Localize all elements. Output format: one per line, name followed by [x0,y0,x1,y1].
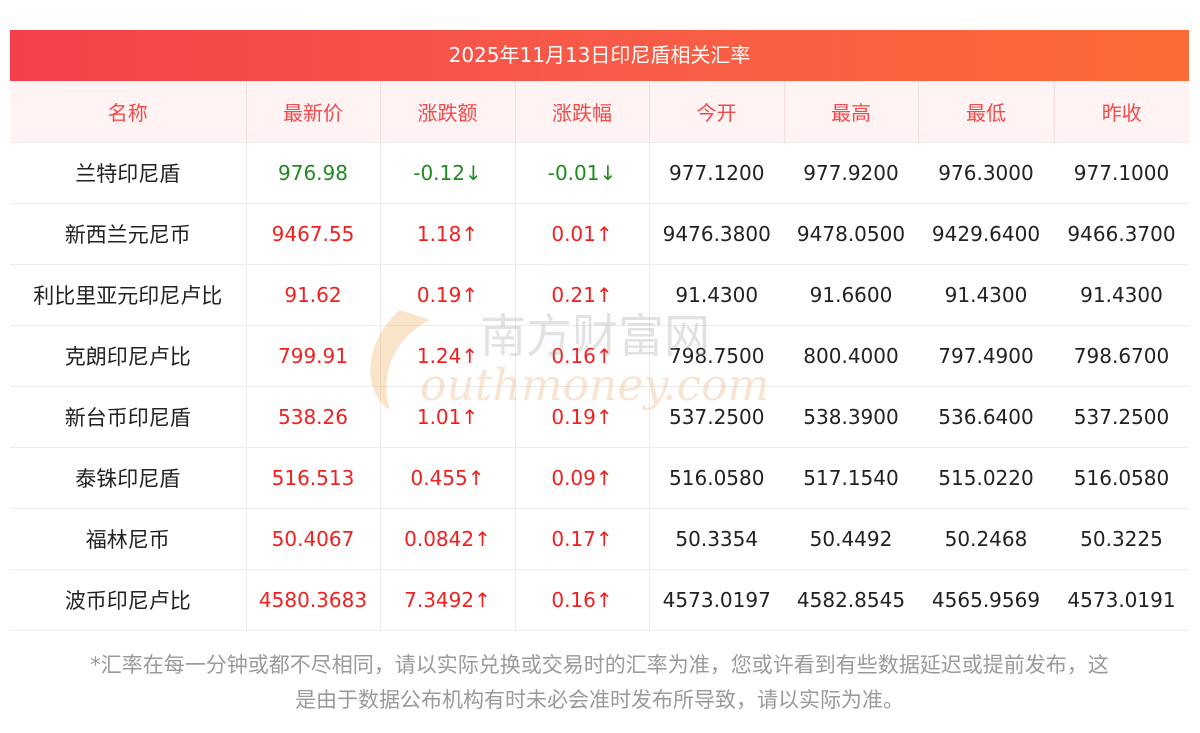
cell-latest: 9467.55 [246,203,381,265]
cell-name: 克朗印尼卢比 [10,325,247,387]
disclaimer-line-1: *汇率在每一分钟或都不尽相同，请以实际兑换或交易时的汇率为准，您或许看到有些数据… [90,653,1109,677]
cell-change: 7.3492↑ [380,569,516,631]
cell-prev-close: 537.2500 [1054,386,1189,448]
column-header-prev-close: 昨收 [1053,81,1189,143]
cell-change-pct: 0.19↑ [515,386,650,448]
cell-high: 9478.0500 [784,203,918,265]
cell-name: 波币印尼卢比 [10,569,247,631]
column-header-change-pct: 涨跌幅 [514,81,649,143]
cell-prev-close: 4573.0191 [1054,569,1189,631]
table-row: 波币印尼卢比 4580.3683 7.3492↑ 0.16↑ 4573.0197 4582… [10,569,1189,631]
cell-latest: 4580.3683 [246,569,381,631]
cell-high: 517.1540 [784,447,918,509]
table-title: 2025年11月13日印尼盾相关汇率 [10,30,1189,81]
cell-change-pct: 0.01↑ [515,203,650,265]
column-header-high: 最高 [783,81,918,143]
cell-change: 1.24↑ [380,325,516,387]
cell-latest: 91.62 [246,264,381,326]
cell-low: 515.0220 [918,447,1054,509]
cell-change-pct: 0.16↑ [515,569,650,631]
cell-change: 0.19↑ [380,264,516,326]
table-row: 泰铢印尼盾 516.513 0.455↑ 0.09↑ 516.0580 517.1540 5… [10,447,1189,509]
cell-low: 4565.9569 [918,569,1054,631]
cell-change: -0.12↓ [380,142,516,204]
cell-open: 91.4300 [649,264,784,326]
cell-name: 泰铢印尼盾 [10,447,247,509]
cell-change: 0.0842↑ [380,508,516,570]
cell-open: 50.3354 [649,508,784,570]
cell-name: 兰特印尼盾 [10,142,247,204]
cell-change: 1.01↑ [380,386,516,448]
cell-low: 9429.6400 [918,203,1054,265]
cell-open: 798.7500 [649,325,784,387]
cell-low: 536.6400 [918,386,1054,448]
column-header-latest: 最新价 [245,81,380,143]
cell-low: 797.4900 [918,325,1054,387]
disclaimer-line-2: 是由于数据公布机构有时未必会准时发布所导致，请以实际为准。 [295,688,904,712]
table-row: 利比里亚元印尼卢比 91.62 0.19↑ 0.21↑ 91.4300 91.6600 91… [10,264,1189,326]
table-row: 新台币印尼盾 538.26 1.01↑ 0.19↑ 537.2500 538.3900 53… [10,386,1189,448]
cell-high: 538.3900 [784,386,918,448]
cell-open: 977.1200 [649,142,784,204]
cell-low: 976.3000 [918,142,1054,204]
cell-prev-close: 9466.3700 [1054,203,1189,265]
table-row: 克朗印尼卢比 799.91 1.24↑ 0.16↑ 798.7500 800.4000 79… [10,325,1189,387]
cell-change-pct: -0.01↓ [515,142,650,204]
cell-open: 516.0580 [649,447,784,509]
cell-high: 977.9200 [784,142,918,204]
cell-prev-close: 50.3225 [1054,508,1189,570]
cell-name: 利比里亚元印尼卢比 [10,264,247,326]
cell-name: 新西兰元尼币 [10,203,247,265]
cell-open: 4573.0197 [649,569,784,631]
cell-prev-close: 798.6700 [1054,325,1189,387]
cell-high: 50.4492 [784,508,918,570]
cell-name: 新台币印尼盾 [10,386,247,448]
cell-open: 537.2500 [649,386,784,448]
column-header-name: 名称 [10,81,246,143]
cell-name: 福林尼币 [10,508,247,570]
cell-prev-close: 516.0580 [1054,447,1189,509]
cell-latest: 799.91 [246,325,381,387]
cell-low: 50.2468 [918,508,1054,570]
cell-change-pct: 0.09↑ [515,447,650,509]
cell-prev-close: 977.1000 [1054,142,1189,204]
cell-latest: 516.513 [246,447,381,509]
cell-change-pct: 0.21↑ [515,264,650,326]
table-row: 兰特印尼盾 976.98 -0.12↓ -0.01↓ 977.1200 977.9200 9… [10,142,1189,204]
cell-high: 800.4000 [784,325,918,387]
table-header-row: 名称 最新价 涨跌额 涨跌幅 今开 最高 最低 昨收 [10,81,1189,143]
cell-low: 91.4300 [918,264,1054,326]
cell-change: 1.18↑ [380,203,516,265]
cell-latest: 538.26 [246,386,381,448]
cell-change: 0.455↑ [380,447,516,509]
cell-high: 91.6600 [784,264,918,326]
column-header-low: 最低 [917,81,1054,143]
column-header-change: 涨跌额 [379,81,515,143]
table-row: 新西兰元尼币 9467.55 1.18↑ 0.01↑ 9476.3800 9478.050… [10,203,1189,265]
cell-change-pct: 0.16↑ [515,325,650,387]
cell-change-pct: 0.17↑ [515,508,650,570]
cell-latest: 976.98 [246,142,381,204]
exchange-rate-table: 名称 最新价 涨跌额 涨跌幅 今开 最高 最低 昨收 兰特印尼盾 976.98 -0… [10,81,1189,631]
cell-high: 4582.8545 [784,569,918,631]
cell-prev-close: 91.4300 [1054,264,1189,326]
column-header-open: 今开 [648,81,784,143]
cell-open: 9476.3800 [649,203,784,265]
table-row: 福林尼币 50.4067 0.0842↑ 0.17↑ 50.3354 50.4492 50.… [10,508,1189,570]
cell-latest: 50.4067 [246,508,381,570]
disclaimer: *汇率在每一分钟或都不尽相同，请以实际兑换或交易时的汇率为准，您或许看到有些数据… [10,648,1189,718]
